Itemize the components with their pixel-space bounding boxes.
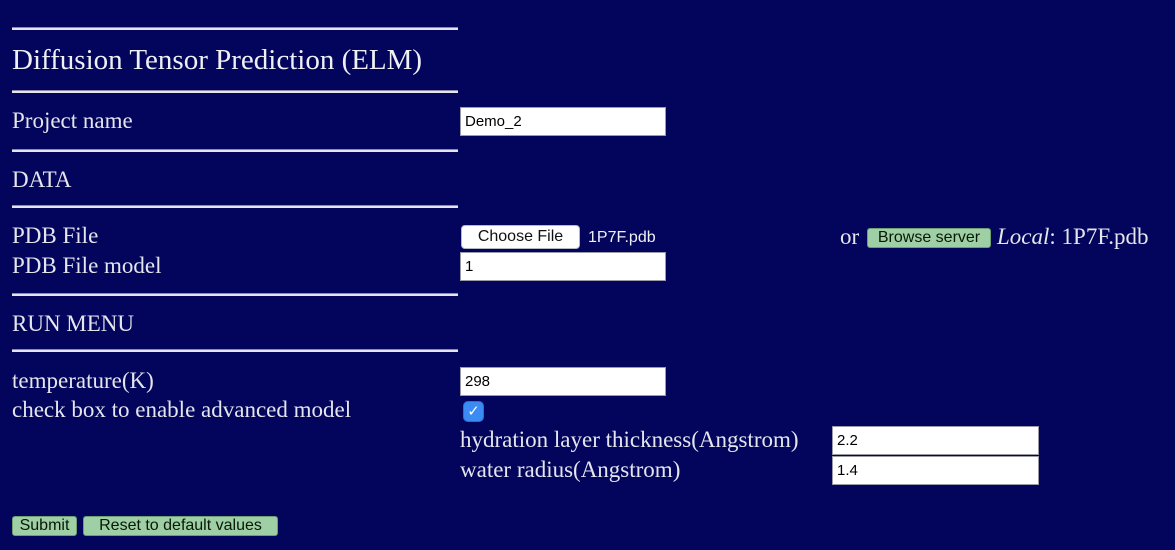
or-text: or xyxy=(840,224,860,249)
temperature-label: temperature(K) xyxy=(12,368,154,393)
local-label: Local xyxy=(997,224,1050,249)
advanced-model-label: check box to enable advanced model xyxy=(12,397,352,422)
choose-file-button[interactable]: Choose File xyxy=(461,225,580,249)
pdb-model-label: PDB File model xyxy=(12,253,162,278)
project-name-label: Project name xyxy=(12,108,133,133)
water-radius-input[interactable] xyxy=(832,456,1039,485)
temperature-input[interactable] xyxy=(460,367,666,396)
water-radius-label: water radius(Angstrom) xyxy=(460,457,681,482)
submit-button[interactable]: Submit xyxy=(12,516,77,536)
hydration-thickness-input[interactable] xyxy=(832,426,1039,455)
divider-top xyxy=(12,27,458,30)
project-name-input[interactable] xyxy=(460,107,666,136)
section-data-heading: DATA xyxy=(12,167,72,192)
page-title: Diffusion Tensor Prediction (ELM) xyxy=(12,44,423,76)
section-run-menu-heading: RUN MENU xyxy=(12,311,135,336)
chosen-file-name: 1P7F.pdb xyxy=(588,229,656,246)
pdb-model-input[interactable] xyxy=(460,252,666,281)
advanced-model-checkbox[interactable]: ✓ xyxy=(463,401,484,422)
divider-title xyxy=(12,90,458,93)
divider-run-menu xyxy=(12,349,458,352)
browse-server-button[interactable]: Browse server xyxy=(867,228,991,248)
reset-defaults-button[interactable]: Reset to default values xyxy=(83,516,278,536)
hydration-thickness-label: hydration layer thickness(Angstrom) xyxy=(460,427,799,452)
divider-pdb xyxy=(12,293,458,296)
local-file-indicator: Local: 1P7F.pdb xyxy=(997,223,1149,251)
divider-project xyxy=(12,149,458,152)
divider-data xyxy=(12,205,458,208)
local-file-value: : 1P7F.pdb xyxy=(1049,224,1149,249)
pdb-file-label: PDB File xyxy=(12,223,99,248)
